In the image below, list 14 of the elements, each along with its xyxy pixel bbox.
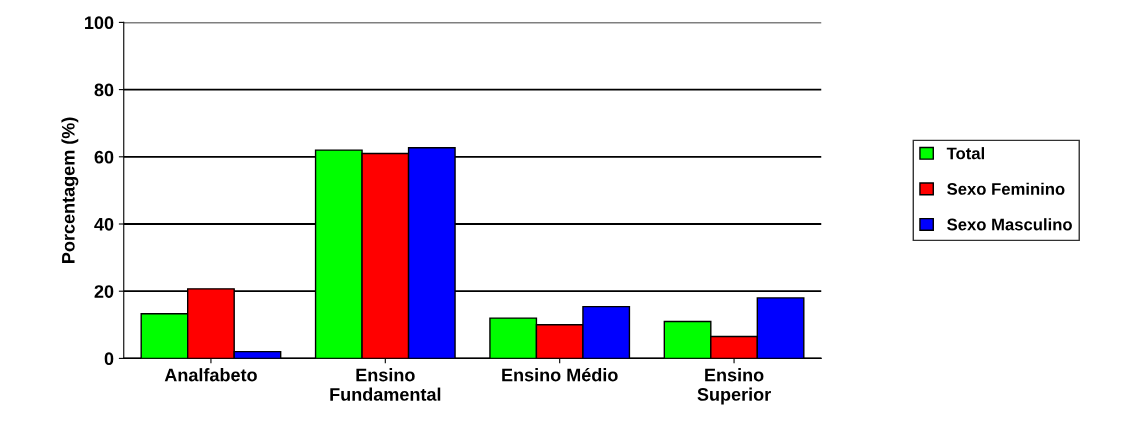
legend-label: Sexo Masculino [947,218,1072,231]
x-tick-label: Ensino Fundamental [330,368,441,401]
legend-label: Sexo Feminino [947,182,1065,195]
y-axis-title: Porcentagem (%) [61,117,79,263]
x-tick-label: Ensino Médio [502,367,618,382]
y-tick-label: 100 [85,16,114,30]
x-tick-label: Ensino Superior [697,368,771,405]
y-tick-label: 0 [104,352,114,366]
y-tick-label: 40 [94,217,114,231]
legend-label: Total [946,147,985,160]
y-tick-label: 20 [94,285,114,298]
y-tick-label: 80 [94,83,114,97]
x-tick-label: Analfabeto [164,368,257,382]
y-tick-label: 60 [94,150,114,164]
